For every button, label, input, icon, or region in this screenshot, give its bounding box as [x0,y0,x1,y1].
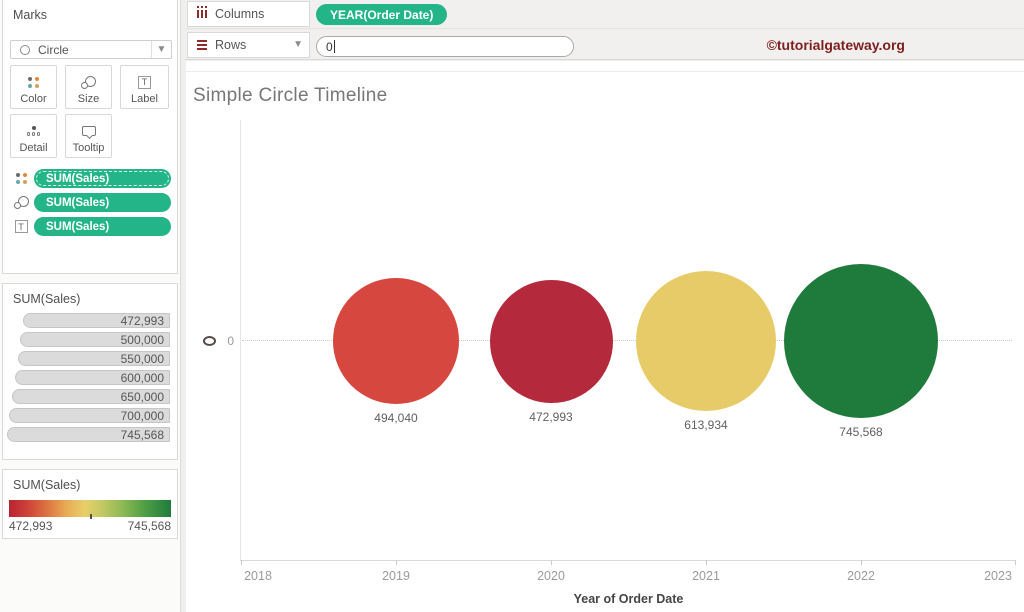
size-legend-bar[interactable]: 550,000 [18,351,170,366]
marks-pill-row: T SUM(Sales) [13,217,171,236]
size-icon [13,196,29,209]
dropdown-caret[interactable]: ▼ [151,41,171,58]
size-legend-bar[interactable]: 650,000 [12,389,170,404]
circle-mark-icon [20,44,30,55]
size-legend-title: SUM(Sales) [13,292,81,306]
marks-card: Marks Circle ▼ Color Size T Label Detail… [2,0,178,274]
mark-type-dropdown[interactable]: Circle ▼ [10,40,172,59]
color-legend-card: SUM(Sales) 472,993 745,568 [2,469,178,539]
label-button[interactable]: T Label [120,65,169,109]
rows-shelf-label: Rows [215,38,247,52]
chevron-down-icon[interactable]: ▼ [293,39,303,50]
y-axis-line [240,120,241,560]
x-axis-tick-label: 2023 [984,569,1012,583]
rows-input[interactable]: 0 [316,36,574,57]
watermark: ©tutorialgateway.org [766,37,905,53]
x-axis-tick [1015,560,1016,565]
size-icon [66,73,111,91]
mark-value-label: 613,934 [684,418,728,432]
detail-icon [11,122,56,140]
y-axis-zero-tick-label: 0 [227,334,234,348]
color-icon [13,173,29,184]
color-icon [11,73,56,91]
x-axis-tick-label: 2019 [382,569,410,583]
x-axis-tick [396,560,397,565]
marks-pill-row: SUM(Sales) [13,169,171,188]
x-axis-tick [706,560,707,565]
color-button-label: Color [20,93,47,105]
marks-pill-label-sum-sales[interactable]: SUM(Sales) [34,217,171,236]
color-gradient-bar[interactable] [9,500,171,519]
worksheet-canvas: Simple Circle Timeline 0 Year of Order D… [186,61,1024,612]
size-legend-bar[interactable]: 745,568 [7,427,170,442]
size-legend-bars: 472,993 500,000 550,000 600,000 650,000 700,0… [7,313,170,442]
x-axis-tick [861,560,862,565]
tooltip-button-label: Tooltip [72,142,105,154]
size-legend-card: SUM(Sales) 472,993 500,000 550,000 600,000 6… [2,283,178,460]
detail-button-label: Detail [19,142,48,154]
columns-pill-year-order-date[interactable]: YEAR(Order Date) [316,4,448,25]
marks-pill-size-sum-sales[interactable]: SUM(Sales) [34,193,171,212]
marks-pill-row: SUM(Sales) [13,193,171,212]
color-button[interactable]: Color [10,65,57,109]
size-legend-bar[interactable]: 500,000 [20,332,170,347]
mark-circle-2020[interactable] [489,279,613,403]
x-axis-tick-label: 2020 [537,569,565,583]
text-cursor [333,40,335,53]
size-button-label: Size [77,93,100,105]
tooltip-icon [66,122,111,140]
size-button[interactable]: Size [65,65,112,109]
color-legend-max: 745,568 [127,519,171,533]
rows-shelf[interactable]: Rows ▼ 0 ©tutorialgateway.org [185,31,1024,60]
label-icon: T [121,73,168,91]
x-axis-title: Year of Order Date [573,592,684,606]
mark-value-label: 494,040 [374,410,418,425]
mark-value-label: 745,568 [839,425,883,440]
rows-input-value: 0 [326,39,333,54]
columns-shelf-label-box: Columns [187,1,310,27]
color-legend-title: SUM(Sales) [13,478,81,492]
size-legend-bar[interactable]: 472,993 [23,313,170,328]
x-axis-tick-label: 2021 [692,569,720,583]
columns-shelf-label: Columns [215,7,265,21]
sheet-title: Simple Circle Timeline [193,85,388,106]
color-legend-min: 472,993 [9,519,53,533]
canvas-divider [186,71,1024,72]
tooltip-button[interactable]: Tooltip [65,114,112,158]
sidebar: Marks Circle ▼ Color Size T Label Detail… [0,0,181,612]
x-axis-tick-label: 2022 [847,569,875,583]
x-axis-line [240,560,1016,561]
mark-value-label: 472,993 [529,409,573,424]
zero-row-circle-glyph [203,336,216,346]
x-axis-tick [241,560,242,565]
zero-gridline [242,340,1012,341]
marks-card-title: Marks [13,8,48,22]
columns-shelf[interactable]: Columns YEAR(Order Date) [185,0,1024,29]
mark-circle-2021[interactable] [636,271,777,412]
mark-circle-2022[interactable] [783,263,939,419]
rows-icon [197,40,207,50]
detail-button[interactable]: Detail [10,114,57,158]
mark-type-value: Circle [38,42,69,57]
x-axis-tick-label: 2018 [244,569,272,583]
size-legend-bar[interactable]: 700,000 [9,408,170,423]
x-axis-tick [551,560,552,565]
columns-icon [197,6,207,18]
label-icon: T [13,220,29,233]
rows-shelf-label-box: Rows ▼ [187,32,310,58]
label-button-label: Label [131,93,158,105]
marks-pill-color-sum-sales[interactable]: SUM(Sales) [34,169,171,188]
size-legend-bar[interactable]: 600,000 [15,370,170,385]
gradient-tick-marker [90,514,92,519]
mark-circle-2019[interactable] [333,278,459,404]
